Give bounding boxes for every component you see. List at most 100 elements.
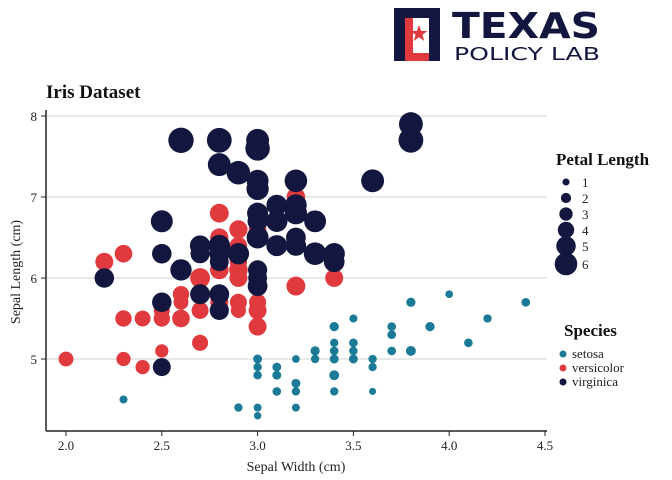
data-point-setosa [483, 314, 492, 323]
size-legend-label: 2 [582, 191, 589, 206]
size-legend-marker [562, 178, 570, 186]
data-point-virginica [152, 292, 172, 313]
size-legend-label: 5 [582, 239, 589, 254]
data-point-virginica [246, 169, 269, 192]
data-point-versicolor [172, 309, 190, 328]
data-point-setosa [330, 387, 339, 396]
data-point-setosa [369, 387, 377, 395]
size-legend-label: 6 [582, 257, 589, 272]
data-point-setosa [253, 371, 262, 380]
data-point-setosa [368, 354, 377, 364]
data-point-setosa [349, 314, 358, 323]
data-point-setosa [291, 387, 301, 396]
data-point-setosa [349, 338, 358, 348]
species-legend-label: virginica [572, 374, 618, 389]
size-legend-label: 1 [582, 175, 589, 190]
data-point-versicolor [172, 286, 190, 303]
data-point-virginica [94, 268, 115, 288]
size-legend-label: 3 [582, 207, 589, 222]
data-point-virginica [209, 243, 230, 264]
data-point-setosa [329, 370, 340, 381]
data-point-virginica [209, 300, 229, 320]
species-legend-label: setosa [572, 346, 604, 361]
size-legend-marker [554, 252, 578, 276]
logo-wordmark: TEXAS [452, 6, 600, 47]
species-legend-marker [559, 378, 567, 386]
size-legend-marker [559, 207, 573, 221]
y-ticks: 5 6 7 8 [31, 109, 46, 367]
data-point-virginica [190, 244, 210, 264]
data-point-versicolor [229, 269, 248, 287]
data-point-virginica [209, 284, 230, 305]
data-point-setosa [253, 362, 262, 372]
data-point-setosa [387, 322, 397, 331]
y-tick-label: 5 [31, 352, 38, 367]
data-point-virginica [170, 259, 192, 281]
data-point-setosa [310, 346, 320, 356]
data-point-versicolor [248, 317, 267, 336]
data-point-virginica [206, 127, 232, 153]
data-point-virginica [247, 227, 268, 248]
x-tick-label: 3.0 [249, 438, 265, 453]
species-legend-title: Species [564, 321, 617, 340]
data-point-virginica [246, 128, 270, 152]
logo-emblem [394, 8, 440, 61]
data-point-virginica [304, 210, 326, 233]
data-point-versicolor [58, 351, 74, 367]
x-tick-label: 4.5 [537, 438, 553, 453]
data-point-virginica [323, 251, 345, 273]
species-legend-marker [559, 364, 567, 372]
data-point-setosa [253, 354, 263, 364]
data-point-virginica [247, 211, 268, 232]
x-tick-label: 3.5 [345, 438, 361, 453]
data-point-setosa [310, 354, 320, 364]
data-point-setosa [119, 395, 128, 404]
data-points [58, 112, 531, 420]
data-point-versicolor [95, 252, 114, 271]
data-point-setosa [348, 354, 358, 364]
y-tick-label: 8 [31, 109, 38, 124]
data-point-virginica [266, 195, 287, 216]
data-point-setosa [292, 355, 300, 363]
data-point-setosa [329, 322, 339, 331]
data-point-versicolor [135, 359, 150, 375]
data-point-setosa [234, 403, 243, 412]
data-point-versicolor [192, 334, 209, 351]
data-point-virginica [303, 242, 327, 265]
data-point-virginica [247, 276, 268, 296]
data-point-setosa [387, 346, 397, 356]
x-axis-title: Sepal Width (cm) [247, 460, 346, 475]
data-point-setosa [253, 403, 262, 412]
data-point-virginica [227, 243, 250, 265]
data-point-versicolor [155, 344, 169, 358]
data-point-versicolor [153, 310, 170, 327]
data-point-virginica [361, 169, 385, 193]
data-point-versicolor [115, 310, 132, 327]
data-point-setosa [329, 346, 339, 356]
data-point-setosa [291, 378, 301, 388]
data-point-virginica [152, 243, 172, 264]
data-point-setosa [349, 346, 358, 356]
logo-subtitle: POLICY LAB [454, 44, 600, 65]
size-legend-label: 4 [582, 223, 589, 238]
data-point-virginica [266, 210, 288, 232]
y-axis-title: Sepal Length (cm) [9, 220, 24, 325]
data-point-versicolor [325, 269, 344, 287]
y-tick-label: 6 [31, 271, 38, 286]
size-legend-title: Petal Length [556, 150, 650, 169]
data-point-setosa [445, 290, 454, 299]
data-point-versicolor [191, 301, 209, 319]
data-point-setosa [272, 362, 282, 372]
size-legend-marker [560, 192, 572, 204]
data-point-setosa [425, 322, 435, 331]
data-point-virginica [266, 235, 288, 257]
species-legend-label: versicolor [572, 360, 625, 375]
data-point-setosa [272, 387, 282, 396]
data-point-versicolor [249, 293, 267, 311]
data-point-versicolor [114, 244, 133, 263]
data-point-virginica [168, 127, 194, 153]
species-legend-marker [559, 350, 567, 358]
